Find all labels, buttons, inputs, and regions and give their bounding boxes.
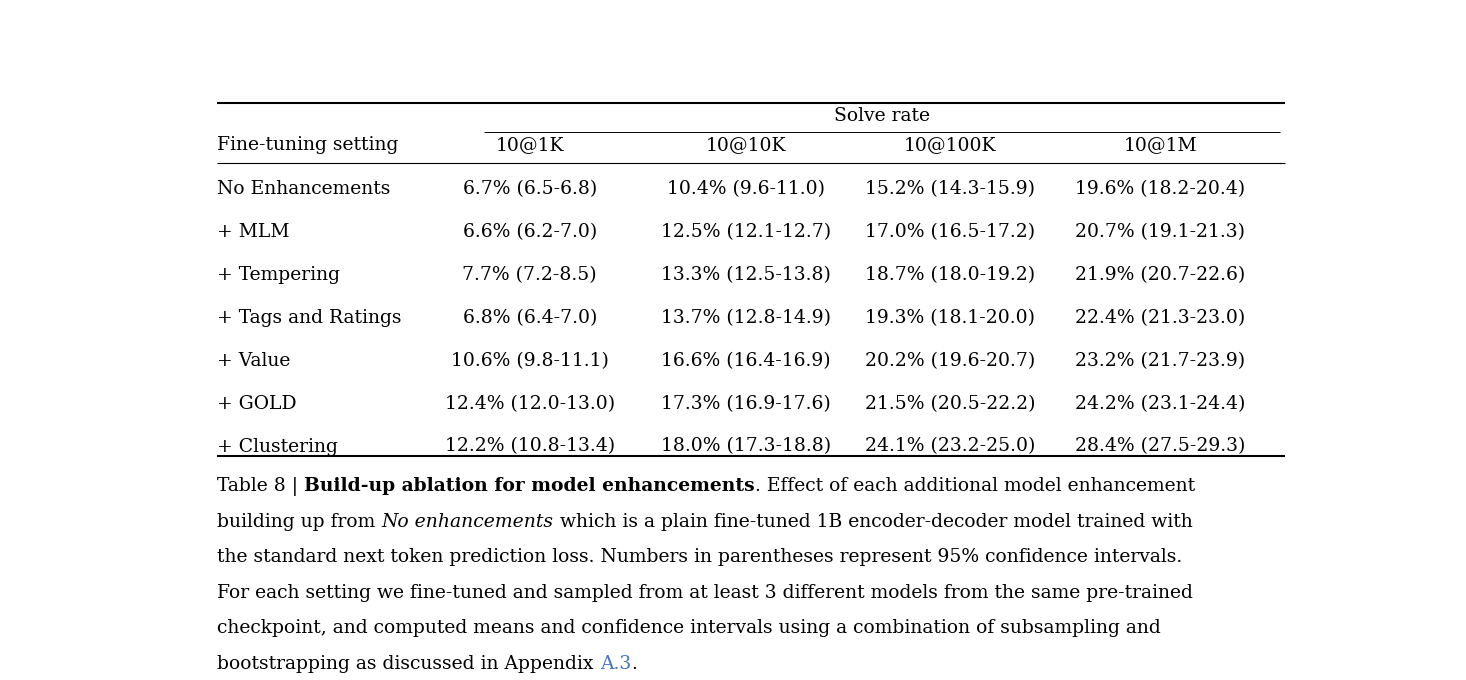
Text: + GOLD: + GOLD xyxy=(217,394,298,413)
Text: + Value: + Value xyxy=(217,352,290,370)
Text: the standard next token prediction loss. Numbers in parentheses represent 95% co: the standard next token prediction loss.… xyxy=(217,548,1183,566)
Text: Solve rate: Solve rate xyxy=(834,107,929,124)
Text: 18.7% (18.0-19.2): 18.7% (18.0-19.2) xyxy=(865,266,1035,284)
Text: 21.5% (20.5-22.2): 21.5% (20.5-22.2) xyxy=(865,394,1035,413)
Text: 15.2% (14.3-15.9): 15.2% (14.3-15.9) xyxy=(865,180,1035,198)
Text: 6.7% (6.5-6.8): 6.7% (6.5-6.8) xyxy=(463,180,597,198)
Text: 20.2% (19.6-20.7): 20.2% (19.6-20.7) xyxy=(865,352,1035,370)
Text: which is a plain fine-tuned 1B encoder-decoder model trained with: which is a plain fine-tuned 1B encoder-d… xyxy=(554,513,1192,530)
Text: Fine-tuning setting: Fine-tuning setting xyxy=(217,137,399,154)
Text: 19.6% (18.2-20.4): 19.6% (18.2-20.4) xyxy=(1075,180,1246,198)
Text: 19.3% (18.1-20.0): 19.3% (18.1-20.0) xyxy=(865,309,1035,327)
Text: For each setting we fine-tuned and sampled from at least 3 different models from: For each setting we fine-tuned and sampl… xyxy=(217,583,1193,602)
Text: Table 8 |: Table 8 | xyxy=(217,477,305,496)
Text: + Tags and Ratings: + Tags and Ratings xyxy=(217,309,402,327)
Text: 24.2% (23.1-24.4): 24.2% (23.1-24.4) xyxy=(1075,394,1246,413)
Text: 6.8% (6.4-7.0): 6.8% (6.4-7.0) xyxy=(463,309,597,327)
Text: 16.6% (16.4-16.9): 16.6% (16.4-16.9) xyxy=(661,352,830,370)
Text: 10@10K: 10@10K xyxy=(705,137,786,154)
Text: 6.6% (6.2-7.0): 6.6% (6.2-7.0) xyxy=(463,223,597,241)
Text: checkpoint, and computed means and confidence intervals using a combination of s: checkpoint, and computed means and confi… xyxy=(217,619,1161,637)
Text: Build-up ablation for model enhancements: Build-up ablation for model enhancements xyxy=(305,477,755,495)
Text: 13.3% (12.5-13.8): 13.3% (12.5-13.8) xyxy=(661,266,831,284)
Text: 10@1M: 10@1M xyxy=(1123,137,1198,154)
Text: No enhancements: No enhancements xyxy=(381,513,554,530)
Text: 23.2% (21.7-23.9): 23.2% (21.7-23.9) xyxy=(1075,352,1246,370)
Text: 10@100K: 10@100K xyxy=(905,137,997,154)
Text: 12.2% (10.8-13.4): 12.2% (10.8-13.4) xyxy=(444,437,614,456)
Text: A.3: A.3 xyxy=(600,655,630,673)
Text: . Effect of each additional model enhancement: . Effect of each additional model enhanc… xyxy=(755,477,1195,495)
Text: bootstrapping as discussed in Appendix: bootstrapping as discussed in Appendix xyxy=(217,655,600,673)
Text: 22.4% (21.3-23.0): 22.4% (21.3-23.0) xyxy=(1075,309,1246,327)
Text: building up from: building up from xyxy=(217,513,381,530)
Text: 18.0% (17.3-18.8): 18.0% (17.3-18.8) xyxy=(661,437,831,456)
Text: + Clustering: + Clustering xyxy=(217,437,339,456)
Text: 17.0% (16.5-17.2): 17.0% (16.5-17.2) xyxy=(865,223,1035,241)
Text: 13.7% (12.8-14.9): 13.7% (12.8-14.9) xyxy=(661,309,831,327)
Text: + MLM: + MLM xyxy=(217,223,290,241)
Text: 10.4% (9.6-11.0): 10.4% (9.6-11.0) xyxy=(667,180,825,198)
Text: 12.4% (12.0-13.0): 12.4% (12.0-13.0) xyxy=(444,394,614,413)
Text: 7.7% (7.2-8.5): 7.7% (7.2-8.5) xyxy=(462,266,597,284)
Text: 10@1K: 10@1K xyxy=(496,137,564,154)
Text: 10.6% (9.8-11.1): 10.6% (9.8-11.1) xyxy=(452,352,608,370)
Text: + Tempering: + Tempering xyxy=(217,266,340,284)
Text: 21.9% (20.7-22.6): 21.9% (20.7-22.6) xyxy=(1075,266,1246,284)
Text: No Enhancements: No Enhancements xyxy=(217,180,391,198)
Text: 20.7% (19.1-21.3): 20.7% (19.1-21.3) xyxy=(1076,223,1245,241)
Text: 17.3% (16.9-17.6): 17.3% (16.9-17.6) xyxy=(661,394,831,413)
Text: 24.1% (23.2-25.0): 24.1% (23.2-25.0) xyxy=(865,437,1035,456)
Text: 12.5% (12.1-12.7): 12.5% (12.1-12.7) xyxy=(661,223,831,241)
Text: .: . xyxy=(630,655,636,673)
Text: 28.4% (27.5-29.3): 28.4% (27.5-29.3) xyxy=(1075,437,1246,456)
